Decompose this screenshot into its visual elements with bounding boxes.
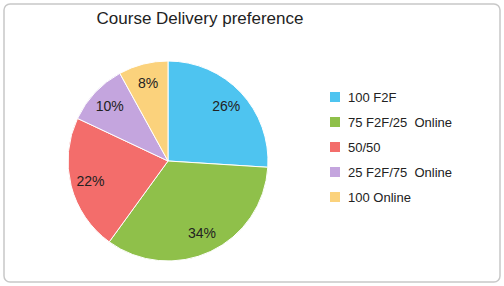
legend-item: 25 F2F/75 Online [330, 165, 452, 180]
legend-swatch [330, 167, 340, 177]
chart-frame [4, 4, 500, 282]
legend-label: 50/50 [348, 140, 381, 155]
legend-swatch [330, 142, 340, 152]
legend-label: 25 F2F/75 Online [348, 165, 452, 180]
pie-slice [168, 61, 268, 167]
legend-swatch [330, 192, 340, 202]
data-label: 22% [76, 173, 104, 189]
chart: Course Delivery preference 26% 34% 22% 10% 8%… [0, 0, 504, 286]
data-labels: 26% 34% 22% 10% 8% [76, 75, 240, 241]
legend-item: 100 F2F [330, 90, 396, 105]
legend-swatch [330, 92, 340, 102]
data-label: 34% [188, 225, 216, 241]
legend-label: 100 Online [348, 190, 411, 205]
legend-label: 100 F2F [348, 90, 396, 105]
chart-title: Course Delivery preference [97, 9, 304, 28]
pie-slice [120, 61, 168, 161]
legend-item: 50/50 [330, 140, 381, 155]
legend-item: 100 Online [330, 190, 411, 205]
data-label: 26% [212, 98, 240, 114]
legend: 100 F2F 75 F2F/25 Online 50/50 25 F2F/75 On… [330, 90, 452, 205]
legend-swatch [330, 117, 340, 127]
legend-label: 75 F2F/25 Online [348, 115, 452, 130]
legend-item: 75 F2F/25 Online [330, 115, 452, 130]
data-label: 8% [138, 75, 158, 91]
data-label: 10% [96, 98, 124, 114]
pie [68, 61, 268, 261]
